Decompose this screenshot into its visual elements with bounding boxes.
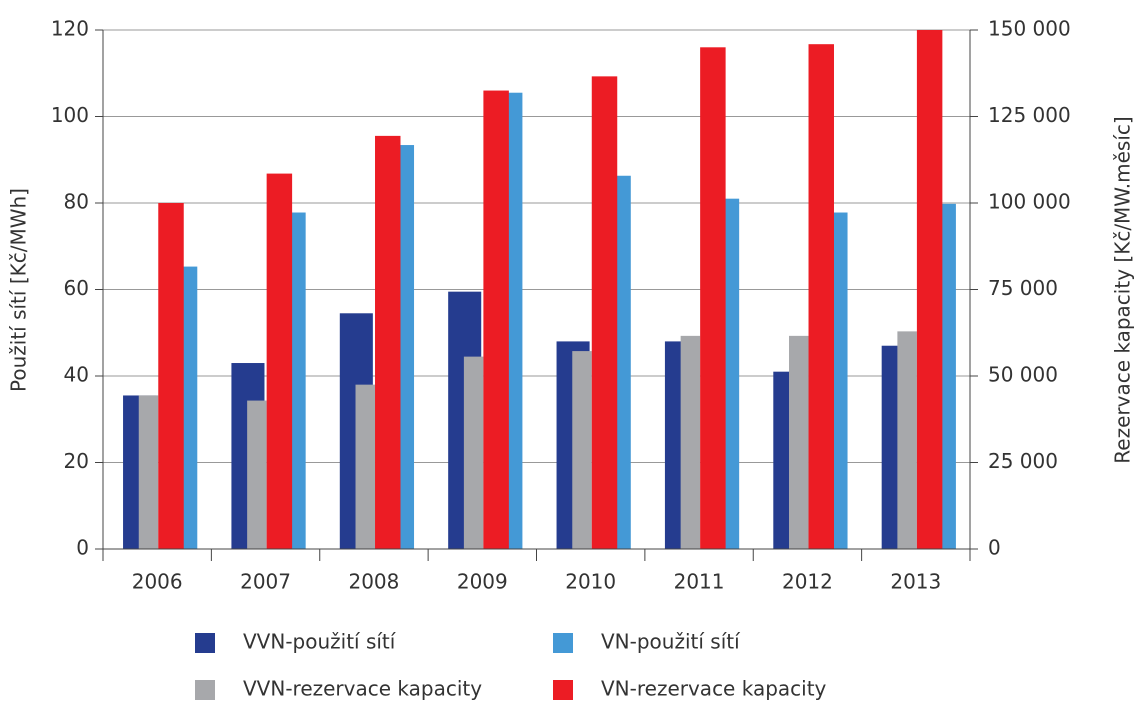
- x-tick-label: 2010: [565, 570, 616, 594]
- bar: [808, 44, 834, 549]
- y-tick-label: 40: [64, 363, 89, 387]
- bar: [138, 395, 159, 549]
- y-tick-label: 120: [51, 17, 89, 41]
- y-axis-label: Použití sítí [Kč/MWh]: [7, 188, 31, 392]
- bar: [916, 30, 943, 549]
- bar: [789, 335, 809, 549]
- bar: [158, 203, 184, 549]
- y2-tick-label: 50 000: [988, 363, 1058, 387]
- legend-swatch: [553, 633, 573, 653]
- x-tick-label: 2009: [457, 570, 508, 594]
- legend-swatch: [195, 680, 215, 700]
- bar: [266, 173, 293, 549]
- x-tick-label: 2011: [674, 570, 725, 594]
- x-tick-label: 2007: [240, 570, 291, 594]
- x-tick-label: 2006: [132, 570, 183, 594]
- y2-tick-label: 75 000: [988, 276, 1058, 300]
- legend-label: VN-rezervace kapacity: [601, 677, 827, 701]
- bar: [463, 356, 484, 549]
- bar: [572, 351, 592, 549]
- y-tick-label: 80: [64, 190, 89, 214]
- legend-label: VN-použití sítí: [601, 630, 741, 654]
- legend-label: VVN-použití sítí: [243, 630, 397, 654]
- bar: [355, 384, 376, 549]
- x-tick-label: 2013: [890, 570, 941, 594]
- legend-label: VVN-rezervace kapacity: [243, 677, 482, 701]
- bar: [700, 47, 726, 550]
- legend-swatch: [553, 680, 573, 700]
- y2-tick-label: 100 000: [988, 190, 1071, 214]
- y-tick-label: 100: [51, 103, 89, 127]
- y-tick-label: 0: [76, 536, 89, 560]
- y2-tick-label: 125 000: [988, 103, 1071, 127]
- bar: [591, 76, 618, 549]
- y2-axis-label: Rezervace kapacity [Kč/MW.měsíc]: [1111, 116, 1135, 463]
- y2-tick-label: 25 000: [988, 449, 1058, 473]
- y-tick-label: 20: [64, 449, 89, 473]
- bar: [247, 400, 267, 549]
- bar: [680, 335, 701, 549]
- x-tick-label: 2012: [782, 570, 833, 594]
- bar: [483, 90, 509, 550]
- bar: [375, 135, 401, 549]
- x-tick-label: 2008: [348, 570, 399, 594]
- bar: [897, 331, 917, 549]
- y-tick-label: 60: [64, 276, 89, 300]
- y2-tick-label: 0: [988, 536, 1001, 560]
- y2-tick-label: 150 000: [988, 17, 1071, 41]
- legend-swatch: [195, 633, 215, 653]
